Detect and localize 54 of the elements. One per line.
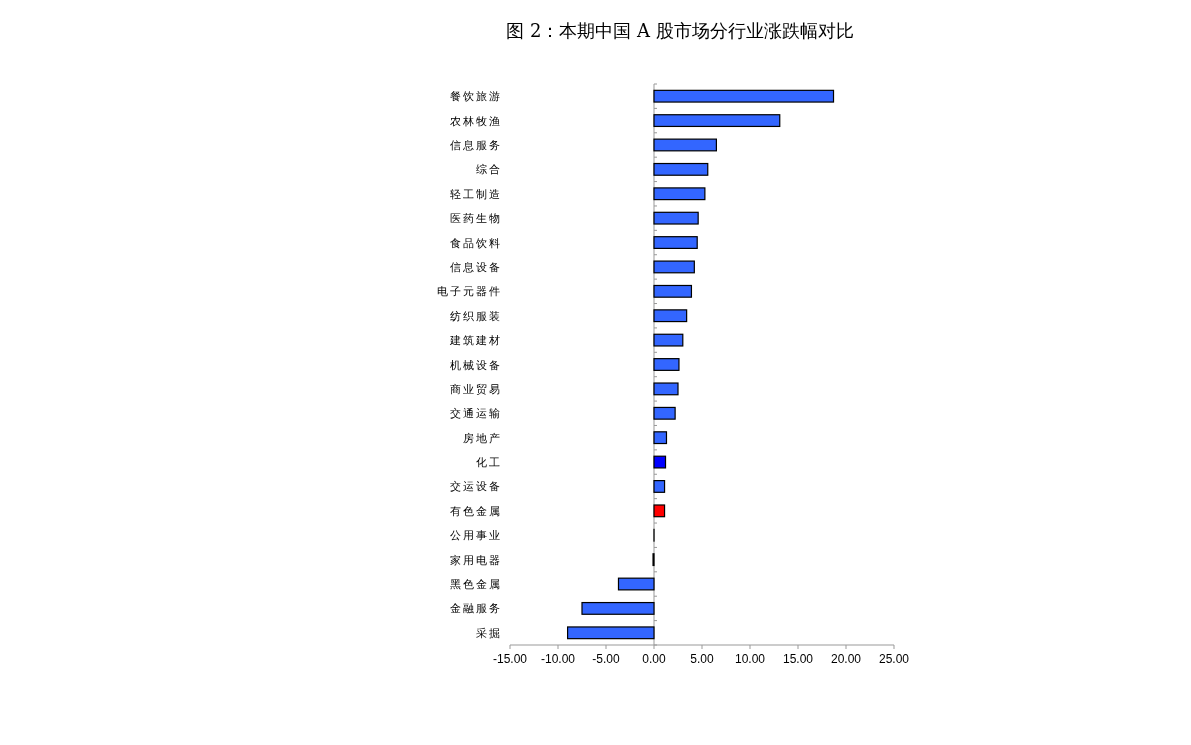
x-tick-label: 10.00: [734, 652, 766, 666]
y-tick-label: 纺织服装: [450, 309, 502, 323]
bar: [653, 455, 667, 469]
y-tick-label: 交运设备: [450, 480, 502, 494]
y-tick-label: 交通运输: [450, 407, 502, 421]
y-tick-label: 采掘: [476, 626, 502, 640]
bar: [653, 211, 699, 225]
bar: [653, 431, 668, 445]
y-tick-label: 食品饮料: [450, 236, 502, 250]
bar: [653, 187, 706, 201]
y-tick-label: 信息服务: [450, 138, 502, 152]
chart-title: 图 2：本期中国 A 股市场分行业涨跌幅对比: [506, 20, 854, 41]
x-tick-label: 20.00: [830, 652, 862, 666]
y-tick-label: 有色金属: [450, 504, 502, 518]
y-tick-label: 餐饮旅游: [450, 90, 502, 104]
x-tick-label: 0.00: [642, 652, 666, 666]
x-tick-label: 25.00: [878, 652, 910, 666]
x-tick-label: 5.00: [690, 652, 714, 666]
y-tick-label: 轻工制造: [450, 187, 502, 201]
bar: [653, 89, 835, 103]
bar: [581, 601, 655, 615]
x-tick-label: -10.00: [540, 652, 576, 666]
y-tick-label: 公用事业: [450, 529, 502, 543]
bar: [653, 114, 781, 128]
y-tick-label: 医药生物: [450, 212, 502, 226]
y-tick-label: 综合: [476, 163, 502, 177]
x-tick-label: 15.00: [782, 652, 814, 666]
bar: [653, 138, 717, 152]
y-tick-label: 机械设备: [450, 358, 502, 372]
bar: [567, 626, 655, 640]
y-tick-label: 化工: [476, 456, 502, 470]
bar: [653, 260, 695, 274]
bar: [653, 358, 680, 371]
y-tick-label: 电子元器件: [437, 285, 502, 299]
bar: [653, 236, 698, 249]
y-tick-label: 建筑建材: [449, 334, 502, 348]
bar: [653, 309, 688, 323]
bar: [653, 333, 684, 347]
x-tick-label: -15.00: [492, 652, 528, 666]
y-tick-label: 黑色金属: [450, 578, 502, 592]
bar: [653, 162, 709, 176]
y-tick-label: 农林牧渔: [450, 114, 502, 128]
y-tick-label: 金融服务: [450, 602, 502, 616]
y-tick-label: 房地产: [463, 431, 502, 445]
bar: [653, 406, 676, 420]
y-tick-label: 商业贸易: [450, 382, 502, 396]
x-tick-label: -5.00: [592, 652, 620, 666]
y-tick-label: 家用电器: [450, 553, 502, 567]
bar: [617, 577, 655, 591]
bar: [653, 480, 666, 493]
bar: [653, 504, 666, 518]
y-tick-label: 信息设备: [450, 260, 502, 274]
bar: [653, 382, 679, 396]
bar: [653, 284, 693, 298]
